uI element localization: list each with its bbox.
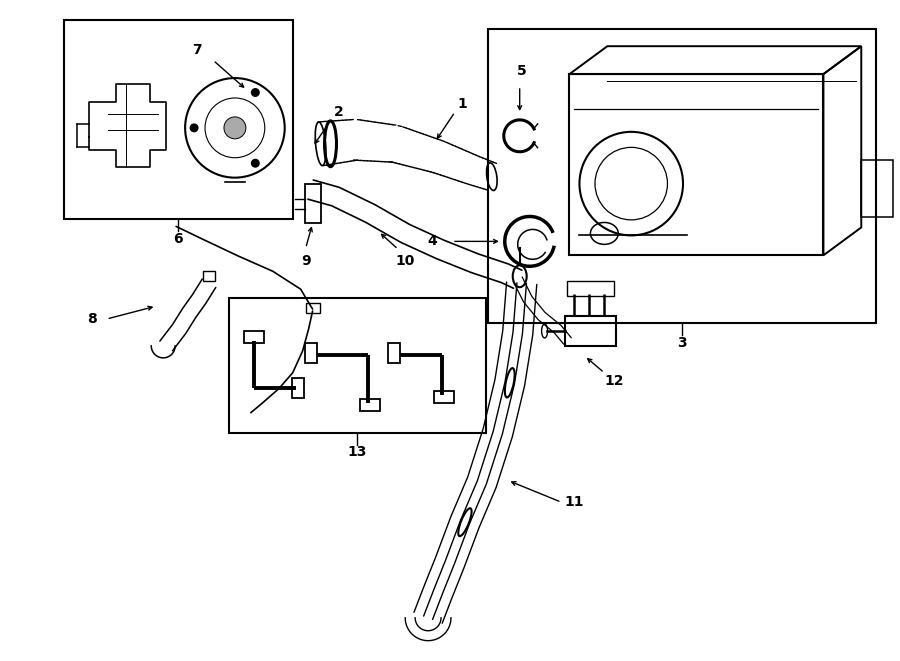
Bar bbox=[488, 29, 877, 323]
Text: 2: 2 bbox=[334, 105, 343, 119]
Bar bbox=[304, 343, 317, 363]
Bar bbox=[564, 316, 616, 346]
Bar bbox=[861, 160, 893, 217]
Text: 10: 10 bbox=[395, 254, 415, 268]
Text: 4: 4 bbox=[428, 235, 437, 249]
Bar bbox=[64, 20, 292, 219]
Bar bbox=[203, 271, 215, 281]
Bar bbox=[304, 184, 320, 223]
Text: 3: 3 bbox=[677, 336, 687, 350]
Bar bbox=[229, 298, 486, 432]
Text: 13: 13 bbox=[347, 446, 367, 459]
Bar bbox=[434, 391, 454, 403]
Text: 5: 5 bbox=[517, 64, 526, 78]
Text: 6: 6 bbox=[174, 233, 183, 247]
Bar bbox=[306, 303, 319, 313]
Circle shape bbox=[251, 88, 260, 97]
Bar bbox=[388, 343, 400, 363]
Text: 8: 8 bbox=[86, 312, 96, 326]
Circle shape bbox=[224, 117, 246, 139]
Text: 11: 11 bbox=[564, 495, 584, 509]
Text: 1: 1 bbox=[457, 97, 467, 111]
Bar bbox=[566, 281, 615, 296]
Text: 7: 7 bbox=[193, 43, 202, 58]
Bar bbox=[292, 378, 303, 398]
Text: 9: 9 bbox=[301, 254, 310, 268]
Bar bbox=[360, 399, 381, 410]
Bar bbox=[244, 331, 264, 343]
Circle shape bbox=[251, 159, 260, 168]
Circle shape bbox=[190, 124, 199, 132]
Text: 12: 12 bbox=[605, 373, 624, 388]
